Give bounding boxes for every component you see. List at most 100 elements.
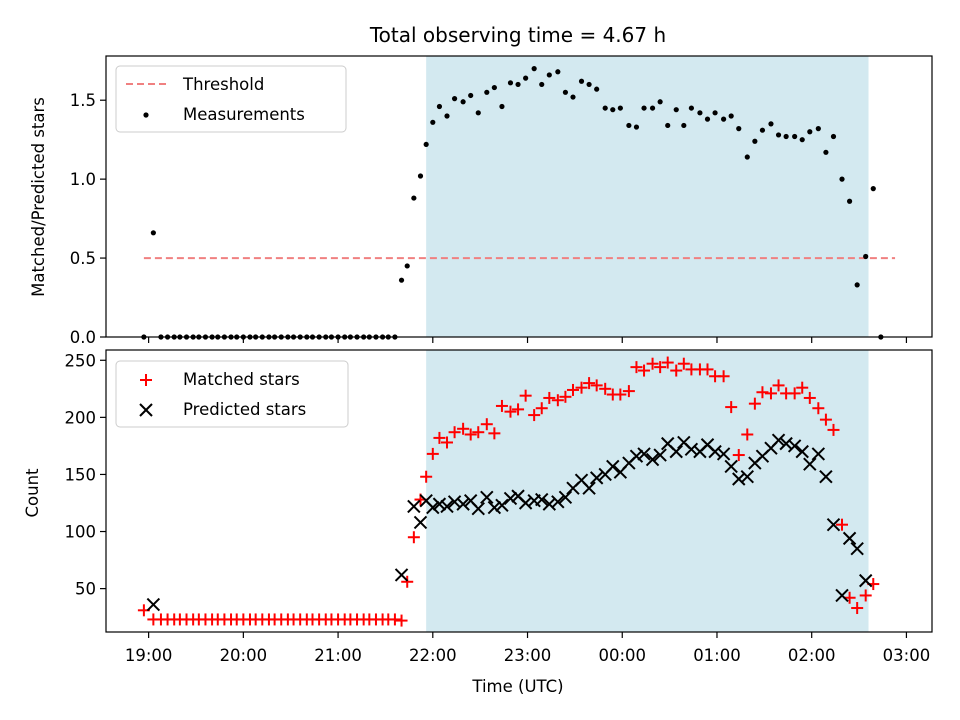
predicted-stars-point [669, 444, 683, 459]
matched-stars-point [388, 613, 401, 626]
measurement-point [460, 99, 466, 105]
measurement-point [839, 176, 845, 182]
matched-stars-point [488, 427, 501, 440]
measurement-point [823, 149, 829, 155]
measurements-series [141, 66, 884, 340]
matched-stars-point [433, 431, 446, 444]
predicted-stars-point [394, 568, 409, 582]
matched-stars-point [395, 614, 408, 627]
top-y-tick-label: 0.0 [70, 328, 96, 347]
x-tick-label: 19:00 [125, 646, 173, 665]
matched-stars-point [622, 385, 635, 398]
measurements-legend-label: Measurements [183, 105, 305, 124]
x-tick-label: 22:00 [409, 646, 457, 665]
x-tick-label: 02:00 [788, 646, 836, 665]
predicted-stars-series [146, 433, 873, 612]
matched-stars-point [512, 403, 525, 416]
x-tick-label: 21:00 [314, 646, 362, 665]
matched-stars-point [827, 423, 840, 436]
predicted-stars-point [518, 496, 533, 510]
predicted-stars-point [787, 439, 802, 453]
top-y-tick-label: 0.5 [70, 249, 96, 268]
measurement-point [475, 110, 481, 116]
matched-stars-point [732, 449, 745, 462]
predicted-stars-point [724, 459, 738, 474]
top-y-axis: 0.0 0.5 1.0 1.5 [70, 91, 106, 347]
measurement-point [807, 129, 813, 135]
matched-stars-point [646, 357, 659, 370]
bottom-y-axis: 50 100 150 200 250 [65, 351, 106, 599]
predicted-stars-point [582, 481, 596, 495]
measurement-point [681, 122, 687, 129]
predicted-stars-point [447, 495, 462, 509]
matched-stars-point [614, 388, 627, 401]
measurement-point [586, 81, 592, 88]
measurement-point [430, 119, 436, 125]
measurement-point [562, 89, 569, 95]
threshold-legend-label: Threshold [182, 75, 264, 94]
matched-stars-point [464, 428, 477, 441]
predicted-stars-point [684, 442, 699, 457]
matched-stars-point [764, 387, 777, 400]
measurement-point [417, 173, 424, 179]
top-y-axis-label: Matched/Predicted stars [29, 97, 48, 297]
matched-stars-point [420, 470, 433, 483]
x-tick-label: 03:00 [883, 646, 931, 665]
top-plot-frame [105, 55, 933, 338]
predicted-stars-point [740, 470, 754, 484]
measurement-point [641, 105, 647, 111]
matched-stars-point [717, 370, 730, 383]
matched-stars-point [543, 391, 556, 404]
predicted-stars-point [487, 500, 502, 515]
predicted-stars-point [653, 448, 667, 462]
measurement-point [815, 126, 821, 132]
predicted-stars-point [426, 500, 440, 515]
measurement-point [846, 198, 853, 204]
predicted-stars-point [146, 597, 161, 612]
predicted-stars-point [495, 498, 509, 512]
matched-stars-point [788, 387, 801, 400]
matched-stars-point [677, 357, 690, 370]
measurement-point [444, 113, 450, 119]
measurement-point [570, 94, 576, 100]
predicted-stars-point [835, 588, 849, 603]
x-axis-label: Time (UTC) [471, 677, 563, 696]
predicted-stars-point [432, 497, 447, 511]
predicted-stars-point [440, 499, 454, 514]
predicted-stars-point [471, 501, 485, 516]
measurement-point [799, 137, 805, 143]
measurement-point [854, 282, 860, 288]
predicted-stars-legend-swatch [139, 403, 153, 417]
measurement-point [736, 126, 742, 132]
matched-stars-point [519, 389, 532, 402]
bottom-y-tick-label: 150 [65, 465, 97, 484]
bottom-y-tick-label: 200 [65, 408, 97, 427]
matched-stars-point [583, 377, 596, 390]
x-tick-label: 00:00 [598, 646, 646, 665]
measurement-point [649, 105, 656, 111]
measurement-point [484, 89, 490, 95]
bottom-y-tick-label: 100 [65, 523, 97, 542]
matched-stars-point [812, 402, 825, 415]
bottom-legend: Matched stars Predicted stars [115, 360, 349, 428]
matched-stars-point [559, 390, 572, 403]
x-tick-label: 01:00 [693, 646, 741, 665]
matched-stars-series [137, 356, 880, 627]
matched-stars-point [590, 379, 603, 392]
matched-stars-point [859, 589, 872, 602]
measurement-point [633, 124, 640, 130]
matched-stars-point [803, 391, 816, 404]
matched-stars-point [725, 401, 738, 414]
measurement-point [150, 230, 156, 236]
predicted-stars-point [842, 531, 857, 546]
measurement-point [704, 116, 711, 122]
measurement-point [610, 107, 616, 113]
x-tick-label: 20:00 [220, 646, 268, 665]
matched-stars-point [748, 397, 761, 410]
measurement-point [626, 122, 632, 129]
measurement-point [594, 86, 600, 92]
predicted-stars-point [558, 490, 573, 504]
matched-stars-point [654, 361, 667, 374]
matched-stars-point [630, 361, 643, 374]
